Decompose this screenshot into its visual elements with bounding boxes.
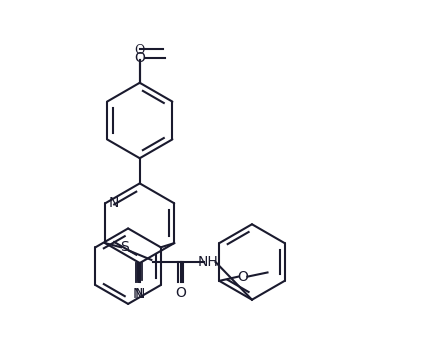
Text: N: N [135, 287, 145, 301]
Text: N: N [133, 287, 143, 301]
Text: O: O [175, 286, 186, 300]
Text: O: O [134, 51, 145, 65]
Text: O: O [135, 44, 145, 57]
Text: S: S [120, 240, 128, 254]
Text: N: N [108, 196, 119, 210]
Text: NH: NH [197, 255, 218, 269]
Text: O: O [237, 270, 248, 284]
